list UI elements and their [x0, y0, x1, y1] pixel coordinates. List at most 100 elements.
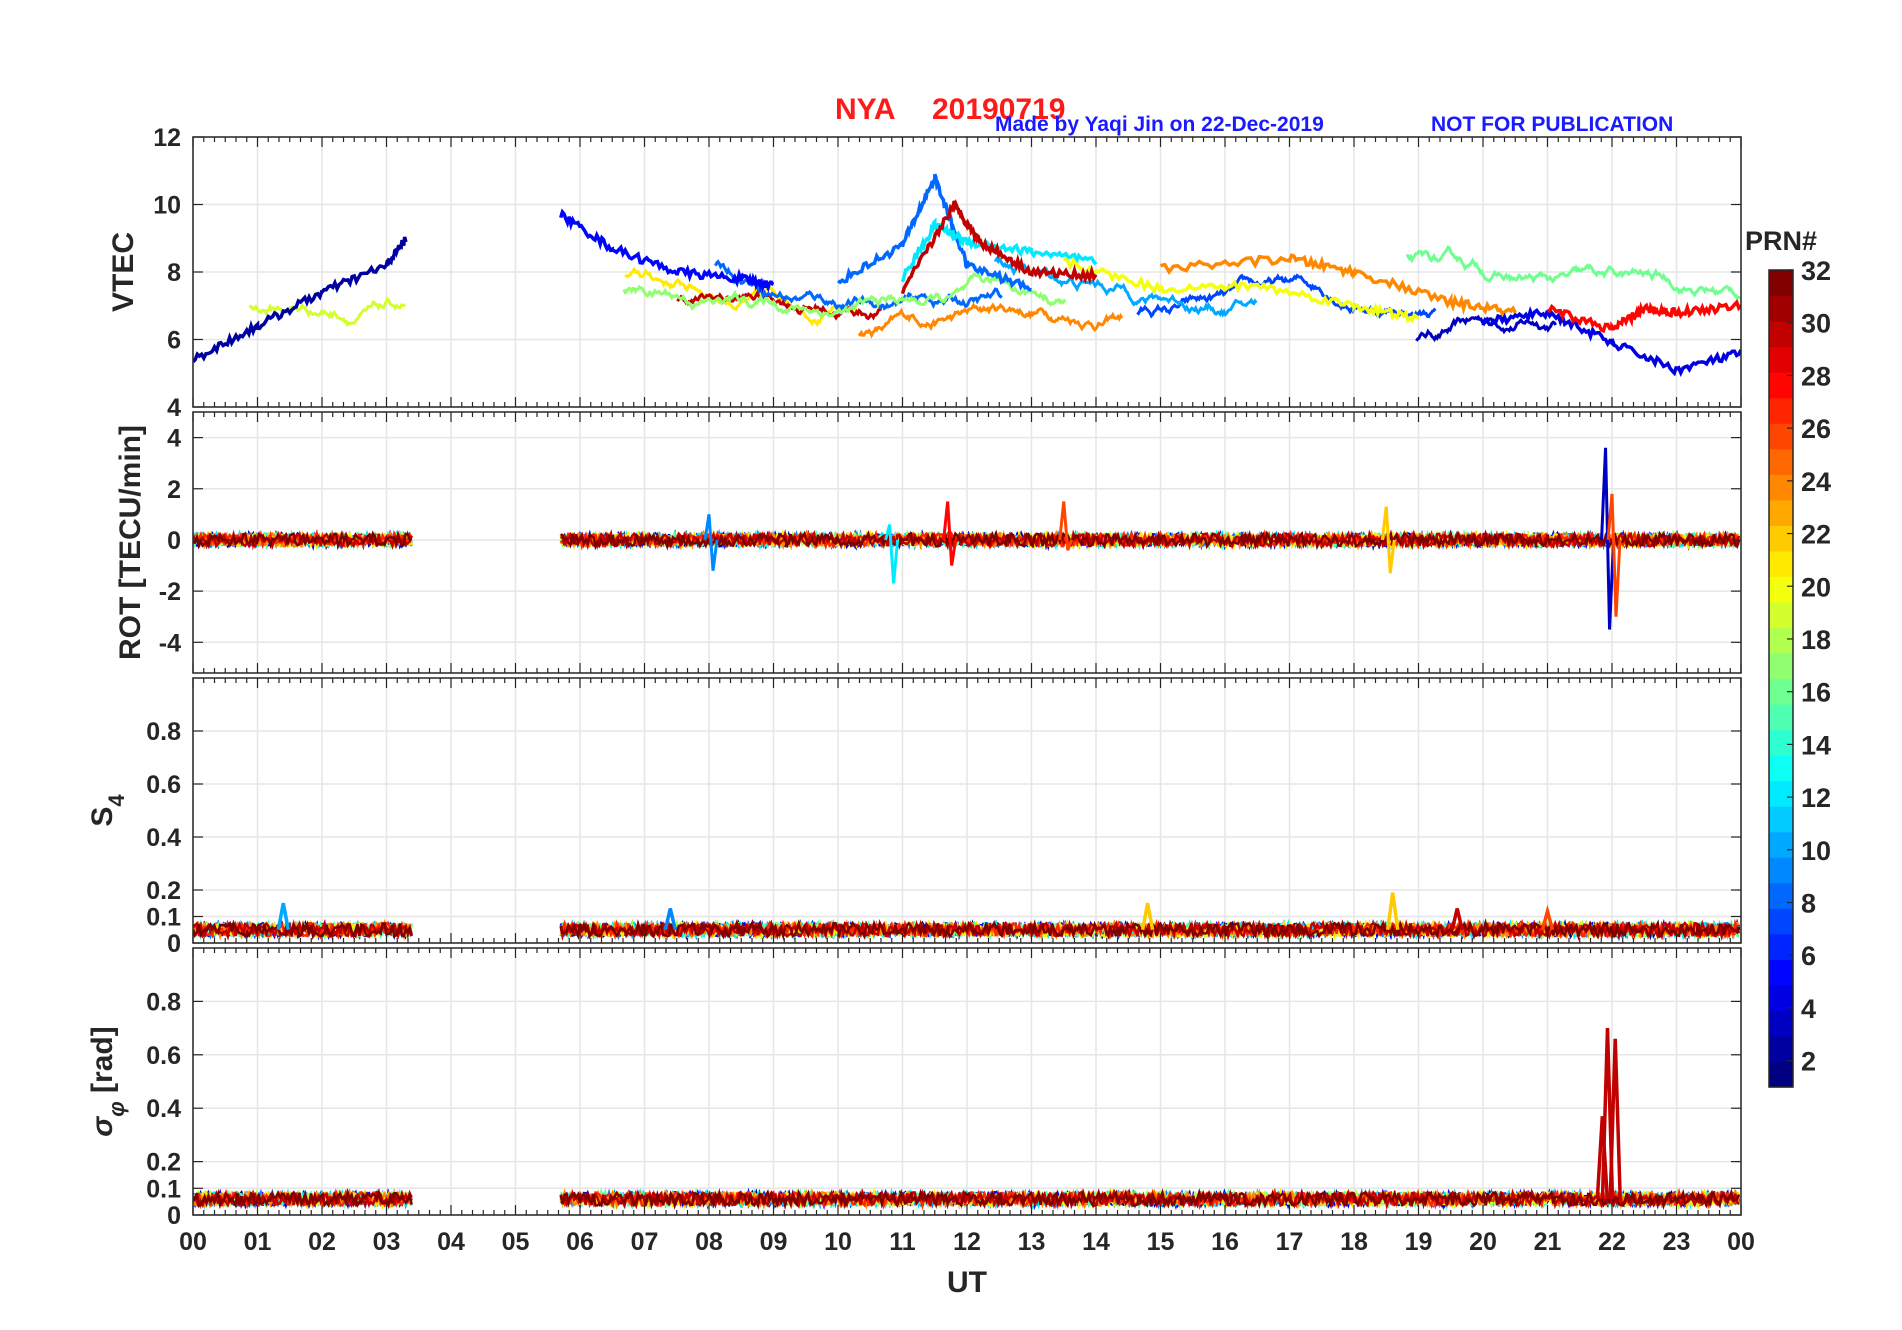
colorbar-tick-label: 6 [1801, 941, 1816, 971]
rot-spike-prn-9 [703, 514, 719, 571]
panel-rot: -4 -2 0 2 4 ROT [TECU/min] [114, 411, 1742, 674]
colorbar-segment [1769, 525, 1793, 552]
y-tick-label: -2 [159, 578, 181, 606]
s4-peak-prn-26 [1540, 904, 1555, 931]
colorbar-segment [1769, 576, 1793, 603]
data-area [193, 173, 1741, 377]
y-tick-label: 0.8 [146, 718, 181, 746]
s4-peak-prn-22 [1140, 902, 1155, 931]
colorbar-segment [1769, 857, 1793, 884]
rot-spike-prn-26 [1606, 493, 1622, 617]
x-tick-label: 01 [244, 1228, 272, 1256]
y-tick-label: 12 [153, 124, 181, 152]
colorbar-segment [1769, 652, 1793, 680]
colorbar-segment [1769, 755, 1793, 782]
colorbar-tick-label: 28 [1801, 361, 1831, 391]
colorbar-tick-label: 24 [1801, 467, 1831, 497]
vtec-series-prn-28 [1547, 298, 1741, 334]
x-tick-label: 23 [1663, 1228, 1691, 1256]
x-tick-label: 17 [1276, 1228, 1304, 1256]
sigma_phi-peak-prn-30 [1608, 1038, 1622, 1200]
colorbar-segment [1769, 959, 1793, 986]
x-tick-label: 11 [889, 1228, 916, 1256]
y-tick-label: 0.1 [146, 904, 181, 932]
colorbar-segment [1769, 397, 1793, 424]
colorbar-segment [1769, 984, 1793, 1012]
x-tick-label: 16 [1211, 1228, 1239, 1256]
vtec-series-prn-20 [1063, 257, 1420, 324]
x-tick-label: 03 [373, 1228, 401, 1256]
panel-sigma_phi: 00.10.2 0.4 0.6 0.8 σφ [rad] 00 01 02 03 04 05 06 07… [86, 947, 1755, 1299]
sigma_phi-trace-prn-32 [193, 1187, 1741, 1211]
colorbar-tick-label: 16 [1801, 678, 1831, 708]
y-axis-label: ROT [TECU/min] [114, 425, 147, 660]
x-tick-label: 10 [824, 1228, 852, 1256]
y-tick-label: 6 [167, 327, 181, 355]
y-tick-label: 0 [167, 527, 181, 555]
colorbar-tick-label: 26 [1801, 414, 1831, 444]
x-tick-label: 13 [1018, 1228, 1046, 1256]
x-tick-label: 15 [1147, 1228, 1175, 1256]
colorbar-segment [1769, 474, 1793, 501]
y-tick-label: 0.6 [146, 1042, 181, 1070]
x-tick-label: 07 [631, 1228, 659, 1256]
colorbar-tick-label: 32 [1801, 256, 1831, 286]
s4-peak-prn-9 [663, 908, 678, 931]
rot-trace-prn-32 [193, 529, 1741, 551]
title-date: 20190719 [932, 93, 1065, 126]
colorbar-frame [1768, 269, 1794, 1088]
x-tick-label: 12 [953, 1228, 981, 1256]
y-tick-label: -4 [159, 629, 181, 657]
data-area [193, 447, 1741, 630]
colorbar-segment [1769, 448, 1793, 475]
vtec-trace-background [622, 272, 1067, 320]
y-tick-label: 0.4 [146, 824, 181, 852]
colorbar-segment [1769, 831, 1793, 858]
colorbar-segment [1769, 704, 1793, 731]
vtec-series-prn-24 [1160, 253, 1517, 317]
x-tick-label: 09 [760, 1228, 788, 1256]
y-tick-label: 0.8 [146, 988, 181, 1016]
rot-spike-prn-12 [884, 524, 900, 584]
vtec-series-prn-30 [900, 199, 1098, 295]
vtec-trace-background [857, 302, 1124, 339]
colorbar-segment [1769, 780, 1793, 807]
colorbar-segment [1769, 1061, 1793, 1088]
x-tick-label: 19 [1405, 1228, 1433, 1256]
x-tick-label: 00 [179, 1228, 207, 1256]
y-tick-label: 0 [167, 930, 181, 958]
colorbar-segment [1769, 295, 1793, 322]
colorbar-segment [1769, 499, 1793, 526]
colorbar-segment [1769, 1035, 1793, 1063]
colorbar-segment [1769, 372, 1793, 399]
y-tick-label: 0.1 [146, 1175, 181, 1203]
colorbar-segment [1769, 933, 1793, 960]
colorbar-segment [1769, 1010, 1793, 1037]
x-tick-label: 20 [1469, 1228, 1497, 1256]
colorbar-tick-label: 12 [1801, 783, 1831, 813]
colorbar-tick-label: 4 [1801, 994, 1816, 1024]
x-tick-label: 21 [1534, 1228, 1562, 1256]
title-station: NYA [835, 93, 896, 126]
y-tick-label: 0 [167, 1202, 181, 1230]
x-tick-label: 05 [502, 1228, 530, 1256]
panel-vtec: 4 6 8 10 12 VTEC [107, 124, 1742, 422]
colorbar-tick-label: 10 [1801, 836, 1831, 866]
x-tick-label: 22 [1598, 1228, 1626, 1256]
colorbar-segment [1769, 346, 1793, 373]
y-tick-label: 0.6 [146, 771, 181, 799]
s4-peak-prn-30 [1450, 908, 1464, 931]
vtec-trace-background [1405, 245, 1741, 300]
rot-spike-prn-26 [1058, 501, 1074, 551]
x-tick-label: 00 [1727, 1228, 1755, 1256]
x-tick-label: 02 [308, 1228, 336, 1256]
colorbar-tick-label: 30 [1801, 309, 1831, 339]
y-tick-label: 2 [167, 476, 181, 504]
panel-s4: 00.10.2 0.4 0.6 0.8 S4 [86, 677, 1742, 958]
data-area [193, 1028, 1741, 1211]
y-tick-label: 0.2 [146, 877, 181, 905]
rot-spike-prn-28 [942, 501, 958, 566]
vtec-series-prn-2 [193, 236, 408, 364]
y-axis-label: σφ [rad] [86, 1026, 129, 1136]
